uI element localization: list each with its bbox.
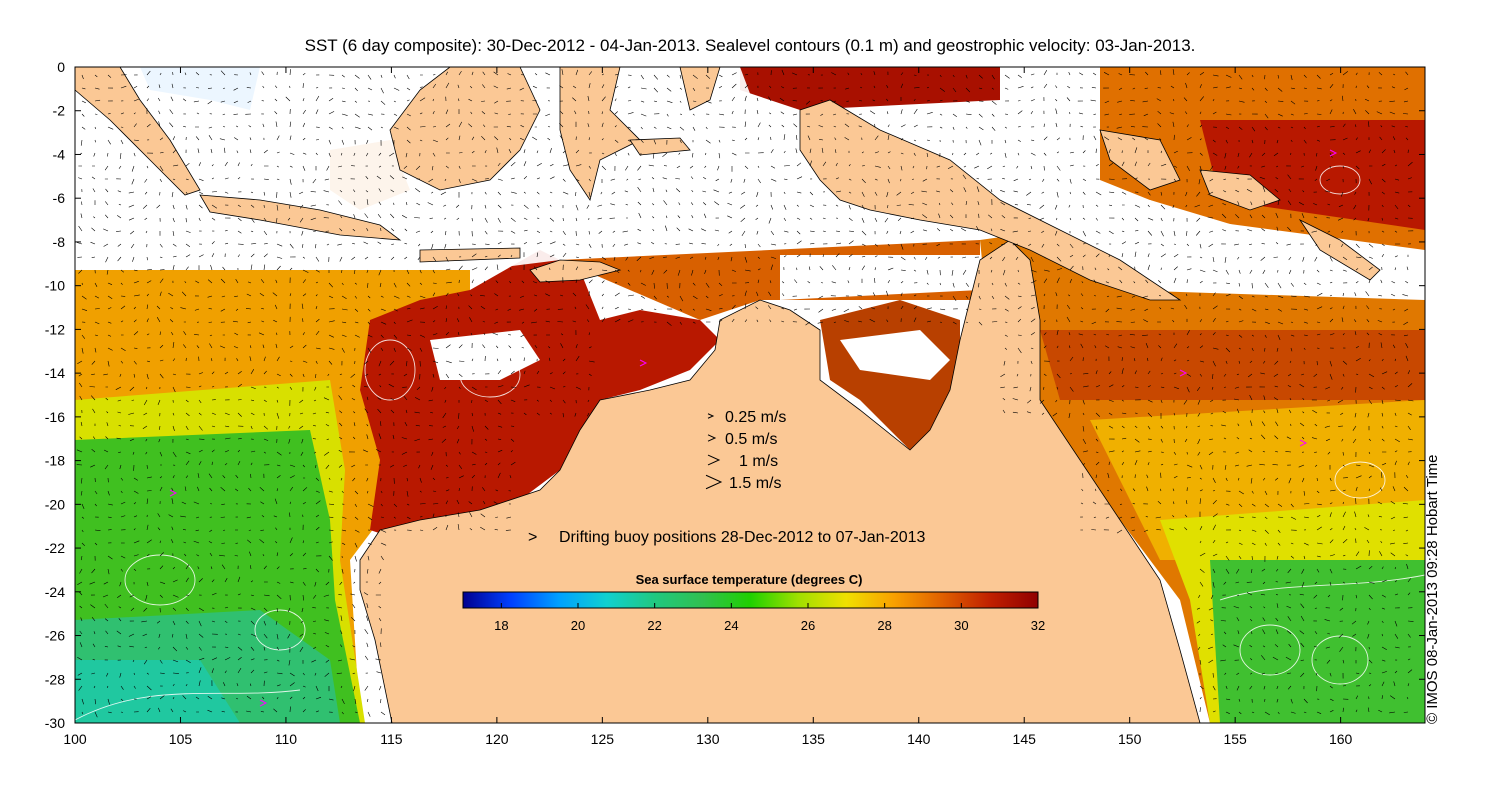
- y-tick-label: -30: [45, 715, 65, 731]
- buoy-legend: > Drifting buoy positions 28-Dec-2012 to…: [528, 529, 926, 546]
- x-tick-label: 105: [169, 731, 193, 747]
- velocity-legend-arrow: [707, 434, 717, 442]
- x-axis: 100 105 110 115 120 125 130 135 140 145 150 155 160: [63, 67, 1353, 747]
- y-tick-label: -18: [45, 453, 65, 469]
- y-tick-label: -28: [45, 671, 65, 687]
- y-tick-label: -16: [45, 409, 65, 425]
- timor-landmass: [529, 259, 622, 283]
- buoy-legend-label: Drifting buoy positions 28-Dec-2012 to 0…: [559, 529, 926, 546]
- x-tick-label: 125: [591, 731, 615, 747]
- velocity-legend-arrow: [707, 454, 721, 466]
- colorbar-tick-label: 20: [571, 618, 585, 633]
- x-tick-label: 155: [1223, 731, 1247, 747]
- java-landmass: [199, 194, 402, 241]
- sealevel-contours: [75, 165, 1425, 721]
- y-tick-label: -12: [45, 321, 65, 337]
- velocity-legend-arrow: [705, 474, 723, 490]
- colorbar-tick-label: 30: [954, 618, 968, 633]
- colorbar-tick-label: 24: [724, 618, 738, 633]
- buoy-legend-marker: >: [528, 529, 537, 546]
- colorbar-tick-label: 32: [1031, 618, 1045, 633]
- drifting-buoy-tracks: [169, 149, 1338, 707]
- x-tick-label: 100: [63, 731, 87, 747]
- y-tick-label: -8: [53, 234, 66, 250]
- velocity-legend-arrow: [707, 413, 715, 419]
- x-tick-label: 130: [696, 731, 720, 747]
- y-tick-label: -14: [45, 365, 65, 381]
- colorbar-gradient: [462, 591, 1039, 609]
- sulawesi-landmass: [559, 67, 641, 201]
- geostrophic-velocity-arrows: [76, 69, 1414, 718]
- colorbar-tick-label: 28: [877, 618, 891, 633]
- x-tick-label: 145: [1013, 731, 1037, 747]
- x-tick-label: 110: [275, 731, 298, 747]
- colorbar-tick-label: 18: [494, 618, 508, 633]
- x-tick-label: 135: [802, 731, 826, 747]
- velocity-legend-label: 0.25 m/s: [725, 409, 786, 426]
- velocity-arrow-field: [76, 69, 1414, 718]
- y-tick-label: -2: [53, 103, 66, 119]
- x-tick-label: 160: [1329, 731, 1353, 747]
- borneo-landmass: [389, 67, 541, 191]
- y-tick-label: 0: [57, 59, 65, 75]
- colorbar-tick-label: 26: [801, 618, 815, 633]
- colorbar-tick-label: 22: [647, 618, 661, 633]
- velocity-legend-label: 0.5 m/s: [725, 431, 777, 448]
- plot-frame: [74, 66, 1426, 724]
- figure-title: SST (6 day composite): 30-Dec-2012 - 04-…: [304, 36, 1196, 55]
- sst-colorbar: Sea surface temperature (degrees C) 18 20…: [462, 572, 1045, 633]
- velocity-legend-label: 1.5 m/s: [729, 475, 781, 492]
- x-tick-label: 140: [907, 731, 931, 747]
- colorbar-title: Sea surface temperature (degrees C): [636, 572, 863, 587]
- copyright-credit: © IMOS 08-Jan-2013 09:28 Hobart Time: [1424, 454, 1441, 724]
- y-tick-label: -20: [45, 496, 65, 512]
- x-tick-label: 115: [380, 731, 403, 747]
- y-tick-label: -4: [53, 146, 66, 162]
- new-guinea-landmass: [799, 99, 1182, 301]
- y-tick-label: -24: [45, 584, 65, 600]
- y-tick-label: -22: [45, 540, 65, 556]
- y-axis: 0 -2 -4 -6 -8 -10 -12 -14 -16 -18 -20 -22 -24 -26 -28 -…: [45, 59, 1425, 731]
- x-tick-label: 150: [1118, 731, 1142, 747]
- y-tick-label: -6: [53, 190, 66, 206]
- velocity-legend: 0.25 m/s 0.5 m/s 1 m/s 1.5 m/s: [705, 409, 786, 492]
- velocity-legend-label: 1 m/s: [739, 453, 778, 470]
- y-tick-label: -10: [45, 278, 65, 294]
- sst-field: [75, 67, 1425, 723]
- y-tick-label: -26: [45, 628, 65, 644]
- map-plot-area: [75, 67, 1425, 723]
- sumatra-landmass: [75, 67, 201, 196]
- x-tick-label: 120: [485, 731, 509, 747]
